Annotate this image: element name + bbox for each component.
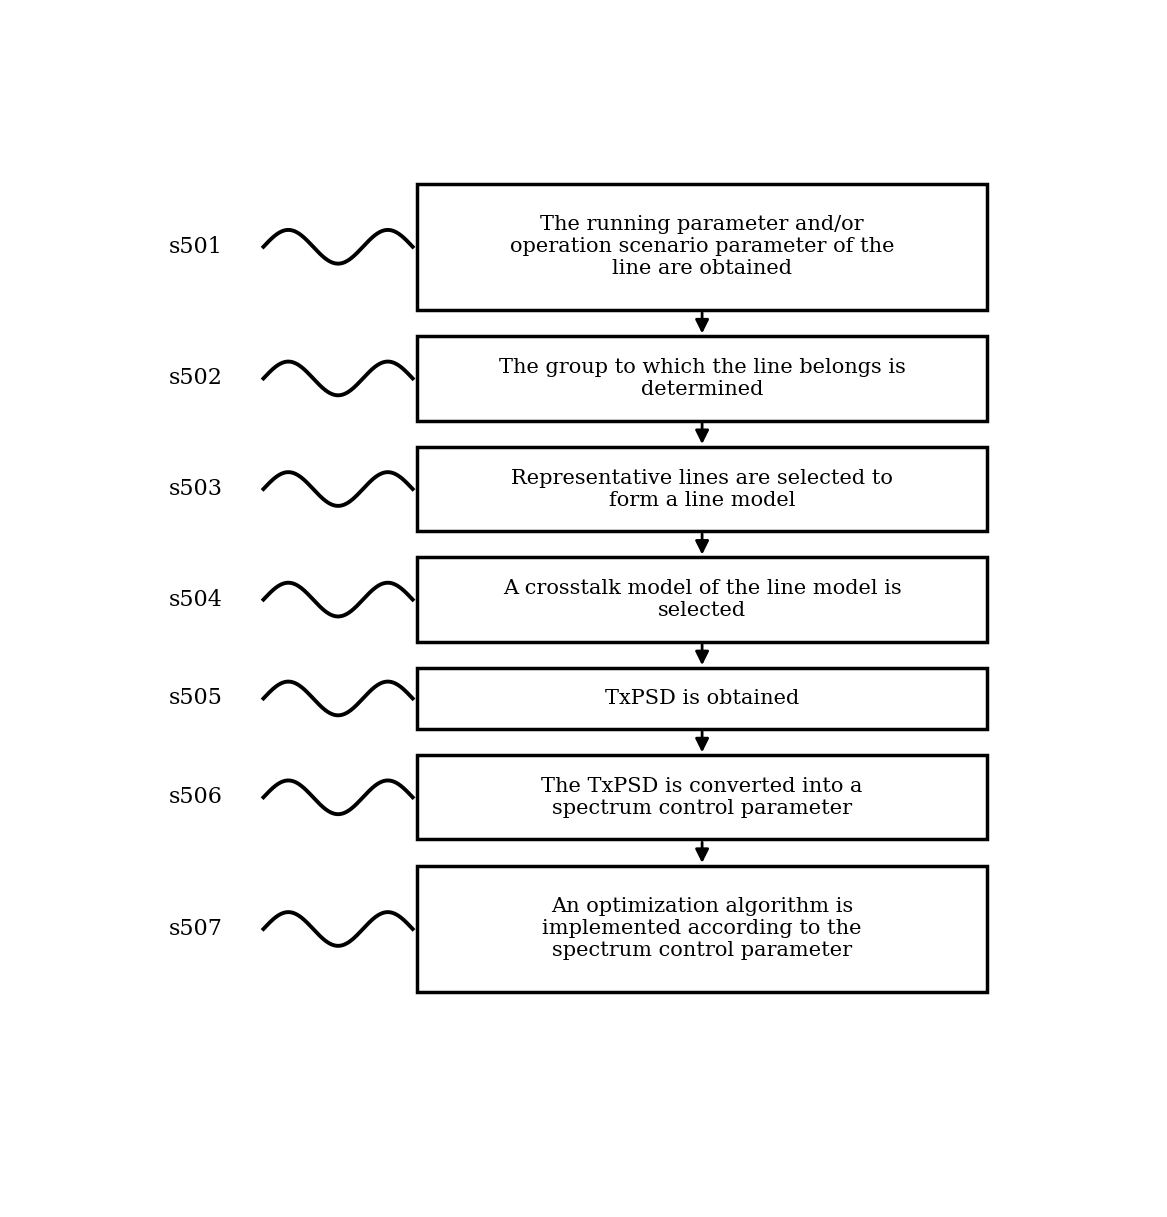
Text: A crosstalk model of the line model is
selected: A crosstalk model of the line model is s… bbox=[503, 579, 901, 621]
Text: s503: s503 bbox=[168, 478, 223, 500]
Text: An optimization algorithm is
implemented according to the
spectrum control param: An optimization algorithm is implemented… bbox=[543, 897, 862, 960]
Text: TxPSD is obtained: TxPSD is obtained bbox=[605, 689, 799, 708]
Text: s504: s504 bbox=[169, 589, 223, 611]
Text: s501: s501 bbox=[169, 236, 223, 258]
Text: The running parameter and/or
operation scenario parameter of the
line are obtain: The running parameter and/or operation s… bbox=[510, 215, 894, 279]
Bar bbox=[418, 557, 987, 641]
Text: The TxPSD is converted into a
spectrum control parameter: The TxPSD is converted into a spectrum c… bbox=[541, 776, 862, 818]
Bar bbox=[418, 336, 987, 421]
Text: s506: s506 bbox=[169, 786, 223, 808]
Bar bbox=[418, 865, 987, 992]
Bar bbox=[418, 447, 987, 531]
Text: s507: s507 bbox=[169, 918, 223, 940]
Text: s505: s505 bbox=[169, 688, 223, 710]
Text: s502: s502 bbox=[169, 368, 223, 389]
Text: The group to which the line belongs is
determined: The group to which the line belongs is d… bbox=[498, 358, 906, 399]
Text: Representative lines are selected to
form a line model: Representative lines are selected to for… bbox=[511, 469, 893, 510]
Bar bbox=[418, 184, 987, 310]
Bar bbox=[418, 755, 987, 840]
Bar bbox=[418, 668, 987, 729]
